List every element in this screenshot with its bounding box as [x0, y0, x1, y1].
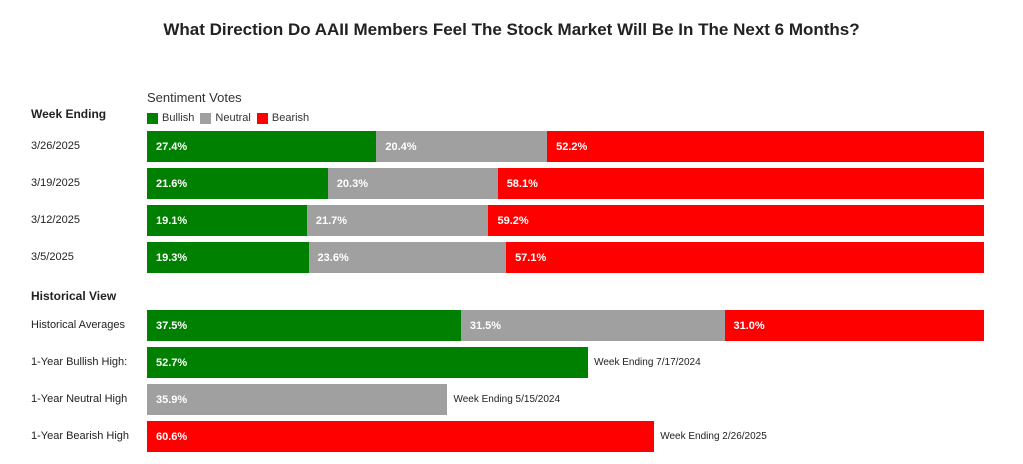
- high-row-neutral-bar: 35.9%: [147, 384, 448, 415]
- legend-item-neutral: Neutral: [200, 112, 251, 124]
- historical-averages-row-label: Historical Averages: [31, 319, 125, 331]
- week-row-3-neutral-bar: 21.7%: [306, 205, 489, 236]
- historical-averages-row-neutral-bar: 31.5%: [460, 310, 725, 341]
- legend-label-neutral: Neutral: [215, 112, 251, 124]
- chart-title: What Direction Do AAII Members Feel The …: [163, 20, 860, 39]
- week-row-4-neutral-bar: 23.6%: [308, 242, 507, 273]
- week-row-4-bearish-bar: 57.1%: [506, 242, 984, 273]
- high-row-bullish-note: Week Ending 7/17/2024: [594, 357, 701, 368]
- high-row-bearish-note: Week Ending 2/26/2025: [660, 431, 767, 442]
- legend-item-bullish: Bullish: [147, 112, 194, 124]
- week-row-2-bearish-bar: 58.1%: [497, 168, 984, 199]
- legend-swatch-bullish: [147, 112, 158, 124]
- week-row-1-bullish-bar: 27.4%: [147, 131, 377, 162]
- legend-item-bearish: Bearish: [256, 112, 310, 124]
- historical-averages-row-bearish-bar: 31.0%: [724, 310, 984, 341]
- week-ending-header: Week Ending: [31, 107, 107, 121]
- week-row-3-bullish-bar: 19.1%: [147, 205, 307, 236]
- legend-title: Sentiment Votes: [147, 90, 242, 105]
- legend-swatch-neutral: [200, 112, 212, 124]
- week-row-1-neutral-bar: 20.4%: [376, 131, 548, 162]
- week-row-1-bearish-bar: 52.2%: [547, 131, 984, 162]
- week-row-2-label: 3/19/2025: [31, 177, 80, 189]
- week-row-1-label: 3/26/2025: [31, 140, 80, 152]
- high-row-bullish-label: 1-Year Bullish High:: [31, 356, 128, 368]
- week-row-3-label: 3/12/2025: [31, 214, 80, 226]
- high-row-neutral-label: 1-Year Neutral High: [31, 393, 128, 405]
- historical-averages-row-bullish-bar: 37.5%: [147, 310, 461, 341]
- historical-view-header: Historical View: [31, 289, 117, 303]
- legend-label-bullish: Bullish: [162, 112, 195, 124]
- legend-swatch-bearish: [256, 112, 268, 124]
- week-row-4-bullish-bar: 19.3%: [147, 242, 309, 273]
- high-row-bearish-label: 1-Year Bearish High: [31, 430, 130, 442]
- week-row-3-bearish-bar: 59.2%: [488, 205, 984, 236]
- high-row-bearish-bar: 60.6%: [147, 421, 655, 452]
- week-row-2-bullish-bar: 21.6%: [147, 168, 328, 199]
- week-row-4-label: 3/5/2025: [31, 251, 74, 263]
- legend: Bullish Neutral Bearish: [147, 112, 315, 124]
- high-row-bullish-bar: 52.7%: [147, 347, 589, 378]
- legend-label-bearish: Bearish: [271, 112, 310, 124]
- week-row-2-neutral-bar: 20.3%: [327, 168, 498, 199]
- high-row-neutral-note: Week Ending 5/15/2024: [453, 394, 561, 405]
